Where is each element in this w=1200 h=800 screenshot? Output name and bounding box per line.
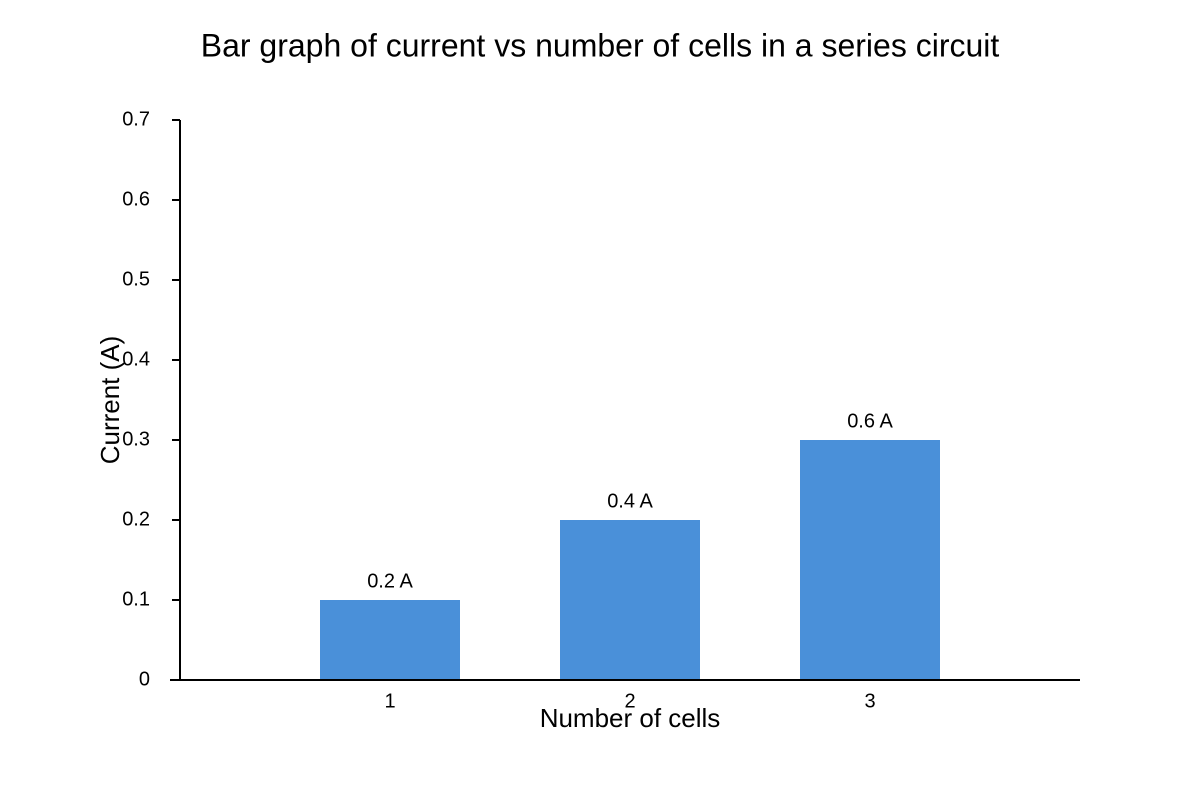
- y-tick-label: 0.1: [122, 588, 150, 610]
- y-tick-label: 0.3: [122, 428, 150, 450]
- y-tick-label: 0.5: [122, 268, 150, 290]
- x-tick-label: 1: [384, 690, 395, 712]
- y-tick-label: 0: [139, 668, 150, 690]
- y-tick-label: 0.6: [122, 188, 150, 210]
- y-axis-label: Current (A): [95, 336, 125, 465]
- y-tick-label: 0.2: [122, 508, 150, 530]
- x-axis-label: Number of cells: [540, 703, 721, 733]
- bar: [320, 600, 460, 680]
- bar-annotation: 0.2 A: [367, 570, 413, 592]
- y-tick-label: 0.7: [122, 108, 150, 130]
- chart-title: Bar graph of current vs number of cells …: [201, 27, 1000, 63]
- x-tick-label: 2: [624, 690, 635, 712]
- bar-annotation: 0.4 A: [607, 490, 653, 512]
- bar: [560, 520, 700, 680]
- bar: [800, 440, 940, 680]
- x-tick-label: 3: [864, 690, 875, 712]
- y-tick-label: 0.4: [122, 348, 150, 370]
- bar-annotation: 0.6 A: [847, 410, 893, 432]
